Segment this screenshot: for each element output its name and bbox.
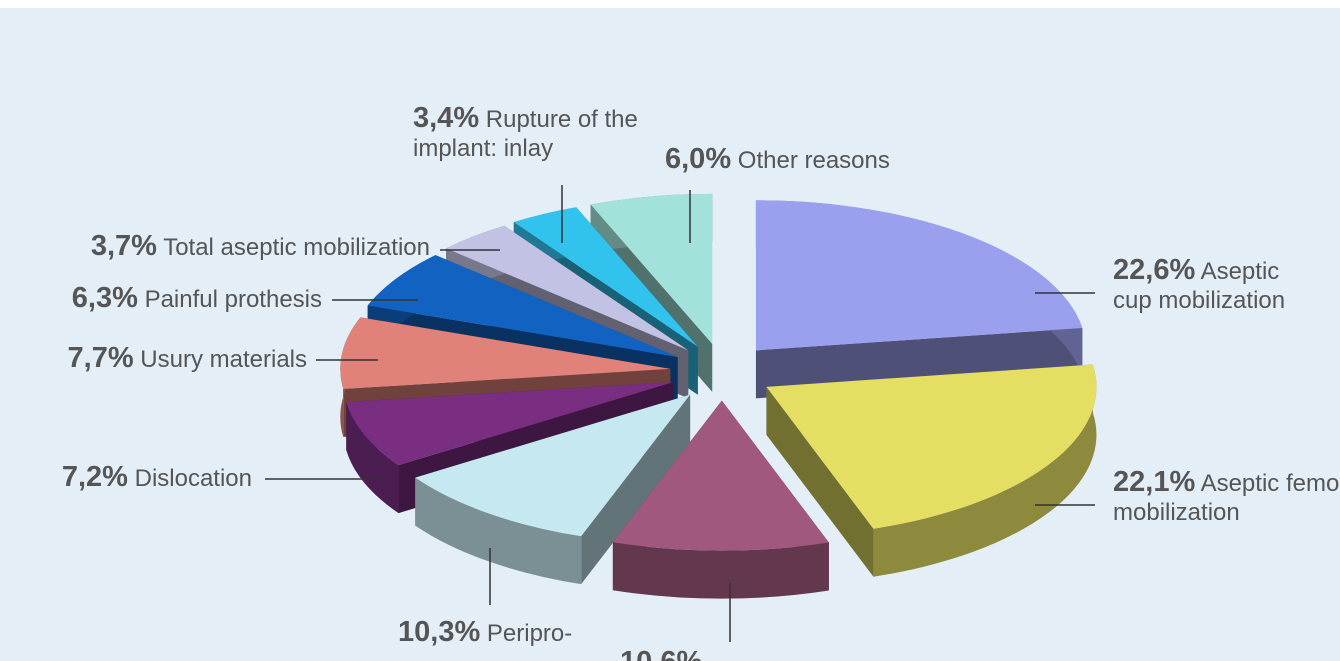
slice	[415, 394, 691, 537]
slice-side	[346, 402, 399, 514]
slice-label: 10,6%	[620, 648, 920, 661]
category-label: Peripro-	[486, 620, 573, 647]
value-label: 22,6%	[1113, 254, 1196, 286]
slice-label: 6,3% Painful prothesis	[72, 284, 322, 314]
slice	[513, 207, 698, 347]
slice-side	[612, 542, 829, 599]
slice	[346, 382, 674, 466]
category-label: Aseptic cup mobilization	[1113, 258, 1286, 314]
category-label: Dislocation	[134, 465, 252, 492]
slice-label: 3,4% Rupture of the implant: inlay	[413, 104, 643, 163]
slice-label: 3,7% Total aseptic mobilization	[91, 232, 430, 262]
slice-side	[873, 364, 1097, 577]
category-label: Total aseptic mobilization	[163, 234, 430, 261]
category-label: Usury materials	[140, 346, 307, 373]
category-label: Aseptic femoral mobilization	[1113, 470, 1340, 526]
value-label: 6,0%	[665, 143, 732, 175]
slice-label: 7,2% Dislocation	[62, 463, 252, 493]
value-label: 7,7%	[67, 342, 134, 374]
slice	[590, 193, 713, 344]
category-label: Painful prothesis	[144, 286, 322, 313]
value-label: 22,1%	[1113, 466, 1196, 498]
slice	[446, 225, 689, 351]
value-label: 10,6%	[620, 646, 702, 661]
value-label: 3,4%	[413, 102, 480, 134]
slice	[340, 317, 671, 389]
value-label: 7,2%	[61, 461, 128, 493]
slice	[766, 364, 1097, 529]
slice-label: 7,7% Usury materials	[68, 344, 307, 374]
category-label: Rupture of the implant: inlay	[413, 106, 638, 162]
slice	[612, 400, 829, 551]
slice	[367, 255, 678, 358]
slice-label: 6,0% Other reasons	[665, 145, 965, 175]
top-strip	[0, 0, 1340, 8]
value-label: 6,3%	[71, 282, 138, 314]
value-label: 10,3%	[398, 616, 481, 648]
value-label: 3,7%	[90, 230, 157, 262]
slice-wall	[766, 386, 874, 577]
slice-side	[415, 477, 582, 585]
slice-label: 22,1% Aseptic femoral mobilization	[1113, 468, 1340, 527]
slice-label: 10,3% Peripro-	[398, 618, 698, 648]
slice-label: 22,6% Aseptic cup mobilization	[1113, 256, 1318, 315]
slice	[755, 200, 1083, 351]
category-label: Other reasons	[737, 147, 890, 174]
